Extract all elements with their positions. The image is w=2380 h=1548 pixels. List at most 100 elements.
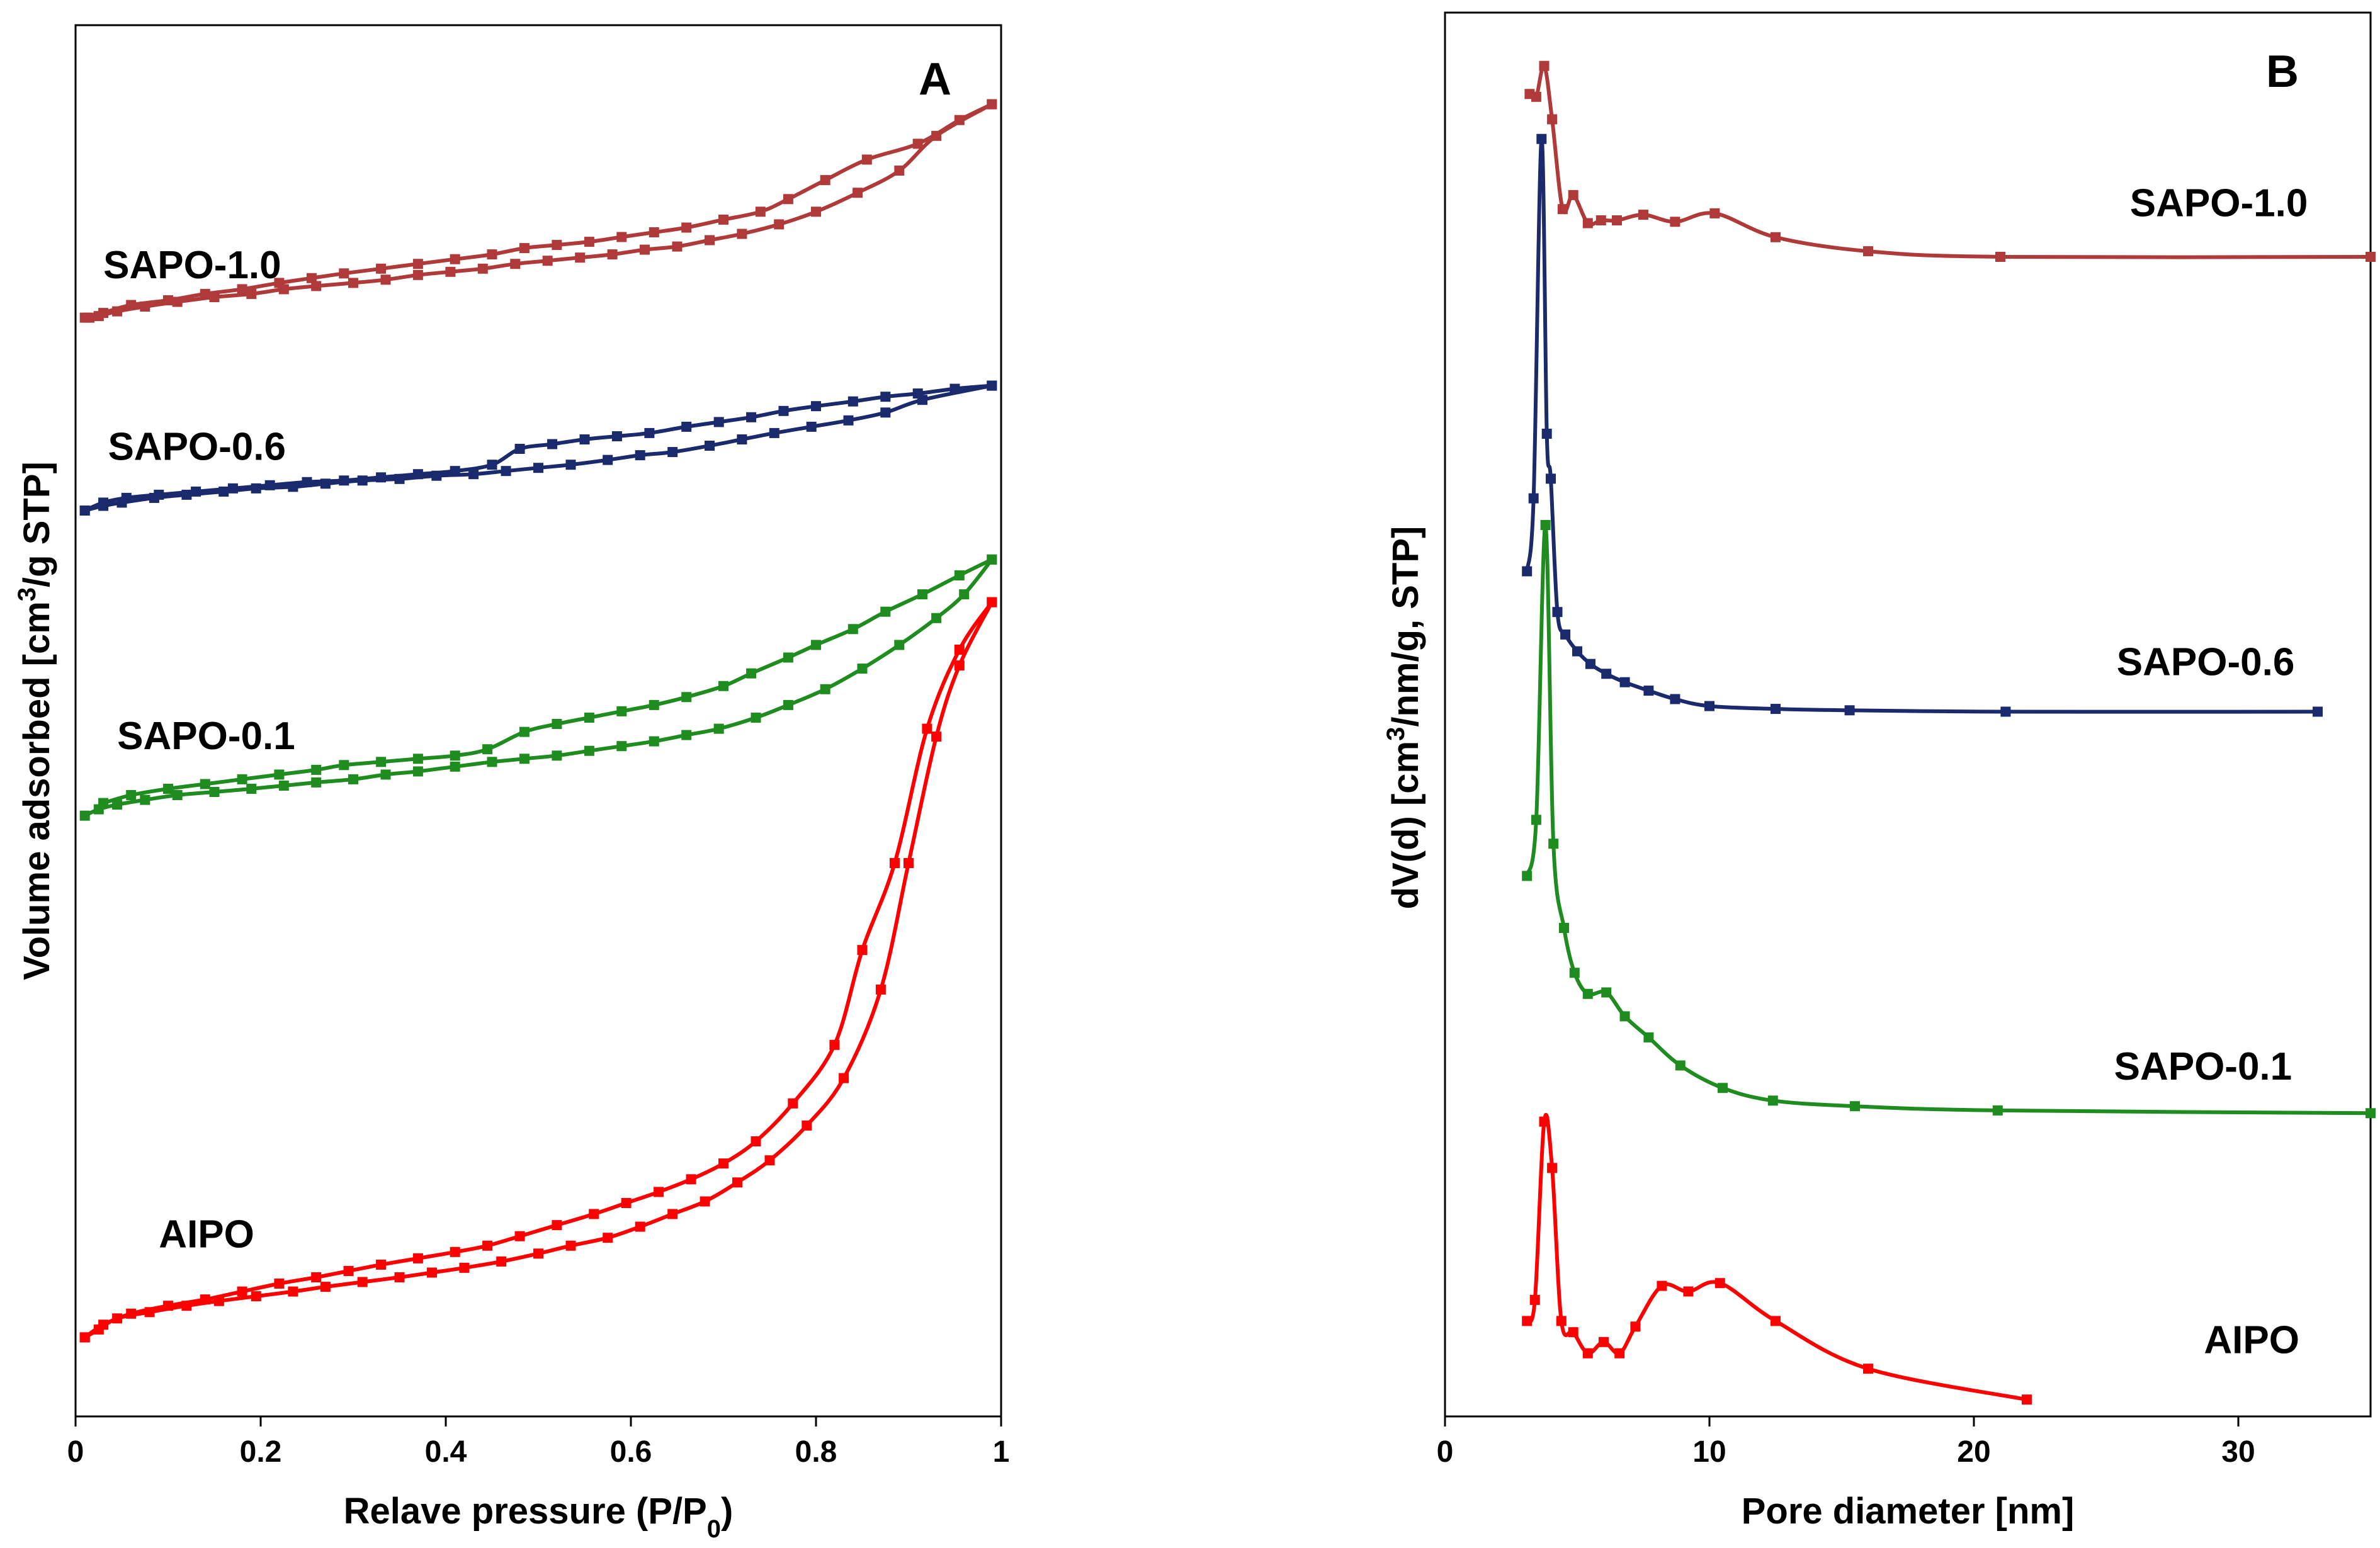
data-point-aipo	[1614, 1348, 1625, 1359]
series-sapo-1-0	[79, 99, 997, 323]
data-point-sapo-1-0	[649, 227, 659, 237]
panel-b: B 0 10 20 30 SAPO-1.0 SAPO-0.6 SAPO-0.1 AIPO P…	[1382, 11, 2376, 1532]
data-point-sapo-1-0	[774, 219, 785, 230]
data-point-sapo-0-1	[246, 784, 257, 794]
data-point-sapo-0-1	[278, 781, 289, 791]
data-point-sapo-1-0	[376, 263, 387, 274]
data-point-aipo	[904, 858, 914, 868]
data-point-aipo	[126, 1308, 137, 1319]
data-point-sapo-0-1	[163, 784, 173, 794]
data-point-sapo-1-0	[445, 266, 456, 277]
data-point-sapo-1-0	[1595, 215, 1606, 225]
data-point-sapo-0-1	[1767, 1095, 1778, 1106]
data-point-aipo	[320, 1282, 331, 1292]
data-point-sapo-0-1	[713, 723, 724, 734]
data-point-sapo-0-1	[339, 760, 349, 771]
data-point-aipo	[1599, 1336, 1609, 1347]
data-point-sapo-0-6	[79, 506, 90, 516]
panel-a-y-axis-title: Volume adsorbed [cm3/g STP]	[13, 461, 57, 980]
x-tick-label: 0	[1437, 1435, 1454, 1469]
data-point-aipo	[764, 1155, 775, 1166]
data-point-sapo-0-1	[649, 736, 659, 747]
data-point-sapo-0-6	[412, 469, 423, 480]
data-point-aipo	[565, 1240, 576, 1251]
data-point-sapo-0-1	[450, 750, 460, 761]
data-point-sapo-1-0	[1547, 114, 1558, 125]
data-point-sapo-0-1	[987, 554, 997, 565]
data-point-sapo-0-6	[376, 472, 387, 483]
data-point-sapo-1-0	[98, 308, 109, 319]
data-point-sapo-1-0	[246, 288, 257, 299]
data-point-sapo-1-0	[552, 240, 562, 251]
data-point-sapo-1-0	[912, 138, 923, 149]
data-point-aipo	[1657, 1280, 1667, 1291]
data-point-sapo-1-0	[718, 214, 728, 225]
data-point-sapo-0-1	[783, 652, 793, 663]
data-point-aipo	[718, 1158, 728, 1169]
data-point-aipo	[1630, 1321, 1641, 1332]
data-point-aipo	[667, 1209, 678, 1219]
data-point-sapo-0-1	[172, 790, 183, 800]
series-sapo-0-1	[79, 554, 997, 821]
data-point-aipo	[514, 1231, 525, 1241]
data-point-sapo-1-0	[412, 269, 423, 280]
data-point-sapo-1-0	[542, 256, 553, 266]
panel-a-label: A	[919, 54, 951, 105]
data-point-sapo-1-0	[672, 241, 683, 252]
data-point-sapo-0-1	[584, 745, 594, 756]
data-point-aipo	[1714, 1278, 1725, 1289]
data-point-sapo-0-1	[1540, 520, 1551, 530]
data-point-aipo	[589, 1209, 599, 1219]
data-point-aipo	[635, 1221, 645, 1232]
data-point-aipo	[922, 723, 932, 734]
series-line-sapo-0-1	[1525, 523, 2372, 1116]
data-point-sapo-0-1	[380, 769, 391, 780]
data-point-sapo-0-1	[681, 730, 692, 740]
series-label-aipo: AIPO	[159, 1212, 254, 1256]
data-point-sapo-0-1	[2366, 1108, 2376, 1119]
data-point-sapo-0-6	[501, 466, 511, 477]
data-point-sapo-0-6	[2000, 706, 2011, 717]
data-point-aipo	[1582, 1348, 1593, 1359]
x-tick-label: 30	[2221, 1435, 2255, 1469]
series-sapo-0-6	[1522, 133, 2323, 717]
data-point-sapo-0-1	[811, 640, 821, 650]
data-point-sapo-0-6	[1536, 133, 1547, 144]
data-point-sapo-0-1	[1601, 987, 1612, 998]
data-point-sapo-0-6	[635, 450, 645, 461]
data-point-sapo-1-0	[163, 295, 173, 305]
data-point-aipo	[459, 1262, 470, 1273]
data-point-sapo-0-6	[302, 477, 312, 487]
data-point-sapo-1-0	[1531, 91, 1541, 102]
panel-b-series-labels: SAPO-1.0 SAPO-0.6 SAPO-0.1 AIPO	[2114, 181, 2308, 1362]
data-point-sapo-0-1	[1619, 1011, 1630, 1022]
data-point-aipo	[802, 1120, 812, 1131]
data-point-aipo	[394, 1272, 405, 1282]
data-point-sapo-0-1	[519, 726, 530, 737]
data-point-sapo-0-1	[487, 757, 497, 767]
data-point-sapo-0-6	[1704, 701, 1714, 711]
x-tick-label: 1	[993, 1435, 1010, 1469]
data-point-sapo-0-6	[565, 460, 576, 470]
data-point-aipo	[2022, 1394, 2032, 1405]
data-point-aipo	[496, 1256, 507, 1267]
data-point-sapo-0-1	[917, 589, 927, 600]
series-sapo-1-0	[1524, 60, 2376, 262]
data-point-sapo-0-1	[98, 798, 109, 808]
data-point-sapo-0-6	[264, 480, 275, 490]
data-point-sapo-0-1	[200, 779, 210, 789]
data-point-sapo-0-1	[311, 777, 322, 788]
data-point-sapo-0-6	[1560, 629, 1571, 640]
data-point-sapo-0-1	[931, 613, 942, 623]
x-tick-label: 10	[1692, 1435, 1726, 1469]
data-point-sapo-0-6	[705, 441, 715, 451]
data-point-aipo	[875, 984, 886, 995]
data-point-sapo-1-0	[861, 154, 872, 165]
data-point-sapo-0-6	[1601, 669, 1612, 679]
data-point-sapo-0-1	[649, 699, 659, 710]
data-point-sapo-0-6	[778, 405, 789, 416]
data-point-sapo-1-0	[1709, 208, 1720, 218]
x-tick-label: 0	[67, 1435, 84, 1469]
data-point-sapo-0-6	[1585, 658, 1595, 669]
data-point-sapo-0-1	[376, 757, 387, 767]
